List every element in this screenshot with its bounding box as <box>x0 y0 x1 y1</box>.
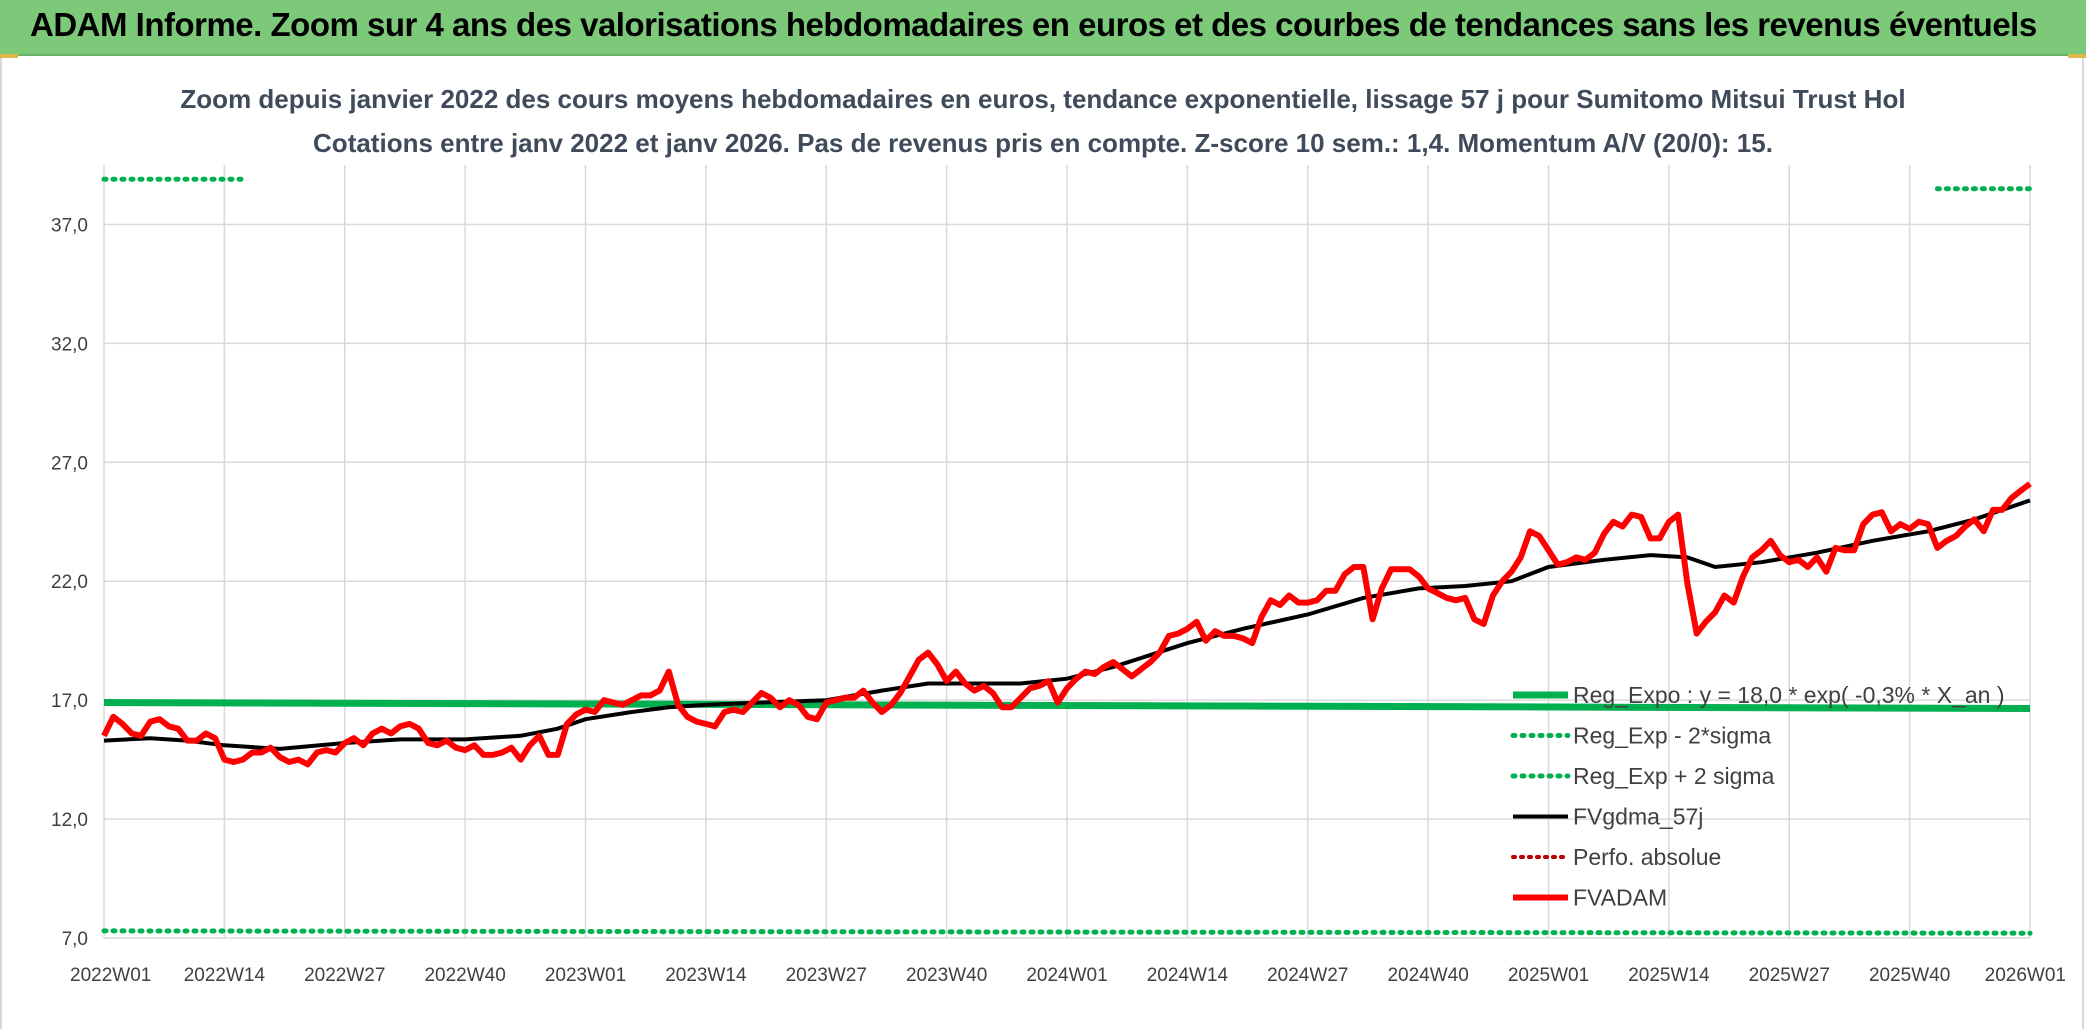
chart-frame <box>0 56 2084 1029</box>
x-tick-label: 2024W01 <box>1026 965 1107 986</box>
y-tick-label: 7,0 <box>62 929 88 950</box>
x-tick-label: 2024W27 <box>1267 965 1348 986</box>
chart-title-line1: Zoom depuis janvier 2022 des cours moyen… <box>180 84 1905 114</box>
series-group <box>101 176 2033 936</box>
x-tick-label: 2025W27 <box>1749 965 1830 986</box>
x-tick-label: 2025W01 <box>1508 965 1589 986</box>
report-title: ADAM Informe. Zoom sur 4 ans des valoris… <box>30 6 2037 43</box>
frame-corner-right <box>2068 54 2086 58</box>
x-axis: 2022W01 2022W14 2022W27 2022W40 2023W01 2023W… <box>70 965 2066 986</box>
series-line-reg-exp-2-sigma <box>101 928 2033 936</box>
legend-label: Reg_Exp + 2 sigma <box>1573 763 1775 789</box>
legend-label: FVADAM <box>1573 885 1667 911</box>
x-tick-label: 2022W27 <box>304 965 385 986</box>
report-banner: ADAM Informe. Zoom sur 4 ans des valoris… <box>0 0 2086 56</box>
x-tick-label: 2023W27 <box>786 965 867 986</box>
x-tick-label: 2023W01 <box>545 965 626 986</box>
legend-label: FVgdma_57j <box>1573 804 1703 830</box>
x-tick-label: 2023W14 <box>665 965 747 986</box>
y-tick-label: 37,0 <box>51 215 88 236</box>
frame-corner-left <box>0 54 18 58</box>
legend-label: Reg_Expo : y = 18,0 * exp( -0,3% * X_an … <box>1573 682 2005 708</box>
y-tick-label: 22,0 <box>51 572 88 593</box>
y-tick-label: 17,0 <box>51 691 88 712</box>
legend: Reg_Expo : y = 18,0 * exp( -0,3% * X_an … <box>1510 682 2005 911</box>
x-tick-label: 2023W40 <box>906 965 987 986</box>
x-tick-label: 2024W40 <box>1387 965 1468 986</box>
chart-title-line2: Cotations entre janv 2022 et janv 2026. … <box>313 128 1773 158</box>
y-axis: 7,0 12,0 17,0 22,0 27,0 32,0 37,0 <box>51 215 88 950</box>
x-tick-label: 2025W14 <box>1628 965 1710 986</box>
x-tick-label: 2026W01 <box>1985 965 2066 986</box>
y-tick-label: 32,0 <box>51 334 88 355</box>
x-tick-label: 2022W01 <box>70 965 151 986</box>
legend-label: Reg_Exp - 2*sigma <box>1573 723 1771 749</box>
x-tick-label: 2025W40 <box>1869 965 1950 986</box>
y-tick-label: 12,0 <box>51 810 88 831</box>
gridlines <box>103 165 2031 939</box>
series-line-fvadam <box>101 481 2032 768</box>
x-tick-label: 2022W14 <box>184 965 266 986</box>
x-tick-label: 2022W40 <box>424 965 505 986</box>
y-tick-label: 27,0 <box>51 453 88 474</box>
legend-label: Perfo. absolue <box>1573 844 1721 870</box>
series-line-reg-expo-y-18-0-exp-0-3-x-an <box>103 699 2031 712</box>
x-tick-label: 2024W14 <box>1147 965 1229 986</box>
